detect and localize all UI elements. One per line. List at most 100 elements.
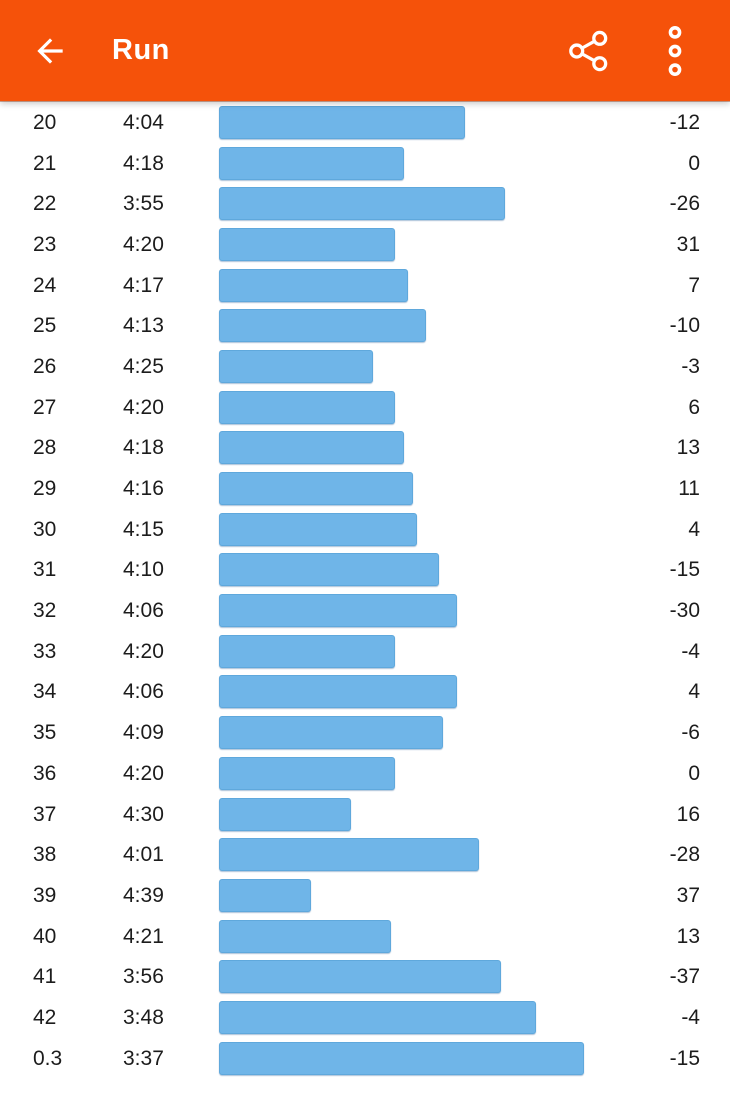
split-distance: 30: [33, 517, 57, 541]
split-elevation: -28: [669, 843, 700, 867]
table-row[interactable]: 41 3:56 -37: [0, 956, 730, 998]
pace-bar: [219, 756, 395, 790]
pace-bar-track: [219, 919, 590, 953]
pace-bar: [219, 349, 373, 383]
pace-bar: [219, 227, 395, 261]
split-elevation: -30: [669, 599, 700, 623]
table-row[interactable]: 25 4:13 -10: [0, 305, 730, 347]
split-pace: 4:13: [123, 314, 164, 338]
pace-bar-track: [219, 390, 590, 424]
table-row[interactable]: 31 4:10 -15: [0, 549, 730, 591]
split-pace: 4:20: [123, 232, 164, 256]
pace-bar-track: [219, 1000, 590, 1034]
pace-bar-track: [219, 309, 590, 343]
pace-bar: [219, 1041, 584, 1075]
pace-bar-track: [219, 553, 590, 587]
pace-bar: [219, 716, 443, 750]
table-row[interactable]: 35 4:09 -6: [0, 712, 730, 753]
split-pace: 4:30: [123, 802, 164, 826]
app-bar-actions: [560, 6, 704, 96]
split-elevation: -15: [669, 558, 700, 582]
pace-bar: [219, 146, 404, 180]
table-row[interactable]: 21 4:18 0: [0, 142, 730, 184]
pace-bar-track: [219, 594, 590, 628]
split-pace: 4:25: [123, 354, 164, 378]
split-elevation: 0: [688, 761, 700, 785]
split-distance: 22: [33, 192, 57, 216]
split-distance: 40: [33, 924, 57, 948]
table-row[interactable]: 20 4:04 -12: [0, 102, 730, 143]
split-distance: 39: [33, 883, 57, 907]
split-distance: 0.3: [33, 1046, 63, 1070]
split-elevation: -6: [681, 721, 700, 745]
pace-bar: [219, 878, 311, 912]
split-pace: 4:20: [123, 761, 164, 785]
split-pace: 4:10: [123, 558, 164, 582]
pace-bar: [219, 553, 439, 587]
table-row[interactable]: 39 4:39 37: [0, 875, 730, 916]
table-row[interactable]: 33 4:20 -4: [0, 630, 730, 672]
overflow-menu-button[interactable]: [646, 6, 704, 96]
pace-bar: [219, 187, 505, 221]
splits-table: 20 4:04 -12 21 4:18 0 22 3:55 -26 23 4:2…: [0, 101, 730, 1116]
split-elevation: 16: [676, 802, 700, 826]
table-row[interactable]: 24 4:17 7: [0, 264, 730, 306]
table-row[interactable]: 34 4:06 4: [0, 671, 730, 713]
split-pace: 4:04: [123, 110, 164, 134]
split-elevation: 4: [688, 517, 700, 541]
split-distance: 38: [33, 843, 57, 867]
table-row[interactable]: 32 4:06 -30: [0, 590, 730, 631]
table-row[interactable]: 37 4:30 16: [0, 793, 730, 835]
split-elevation: 37: [676, 883, 700, 907]
split-pace: 4:18: [123, 436, 164, 460]
pace-bar: [219, 512, 417, 546]
table-row[interactable]: 26 4:25 -3: [0, 346, 730, 387]
split-distance: 34: [33, 680, 57, 704]
table-row[interactable]: 40 4:21 13: [0, 915, 730, 957]
pace-bar: [219, 675, 457, 709]
split-elevation: -3: [681, 354, 700, 378]
back-button[interactable]: [12, 0, 88, 101]
split-elevation: 7: [688, 273, 700, 297]
split-distance: 25: [33, 314, 57, 338]
pace-bar: [219, 105, 465, 139]
pace-bar-track: [219, 268, 590, 302]
split-distance: 29: [33, 477, 57, 501]
arrow-left-icon: [37, 37, 63, 64]
split-distance: 20: [33, 110, 57, 134]
table-row[interactable]: 0.3 3:37 -15: [0, 1037, 730, 1079]
table-row[interactable]: 30 4:15 4: [0, 508, 730, 550]
split-distance: 24: [33, 273, 57, 297]
pace-bar-track: [219, 878, 590, 912]
split-elevation: 13: [676, 924, 700, 948]
table-row[interactable]: 22 3:55 -26: [0, 183, 730, 225]
table-row[interactable]: 27 4:20 6: [0, 386, 730, 428]
split-elevation: 6: [688, 395, 700, 419]
pace-bar-track: [219, 960, 590, 994]
share-button[interactable]: [560, 6, 618, 96]
table-row[interactable]: 42 3:48 -4: [0, 997, 730, 1038]
share-icon: [569, 30, 608, 71]
pace-bar: [219, 797, 351, 831]
table-row[interactable]: 28 4:18 13: [0, 427, 730, 469]
pace-bar-track: [219, 716, 590, 750]
split-pace: 4:15: [123, 517, 164, 541]
pace-bar: [219, 1000, 536, 1034]
pace-bar: [219, 390, 395, 424]
pace-bar-track: [219, 634, 590, 668]
split-elevation: 11: [678, 477, 700, 501]
split-pace: 4:06: [123, 680, 164, 704]
table-row[interactable]: 36 4:20 0: [0, 753, 730, 794]
table-row[interactable]: 38 4:01 -28: [0, 834, 730, 876]
table-row[interactable]: 29 4:16 11: [0, 468, 730, 509]
pace-bar: [219, 268, 408, 302]
split-distance: 36: [33, 761, 57, 785]
split-pace: 4:20: [123, 639, 164, 663]
split-pace: 3:48: [123, 1005, 164, 1029]
pace-bar: [219, 838, 479, 872]
table-row[interactable]: 23 4:20 31: [0, 224, 730, 265]
split-elevation: 13: [676, 436, 700, 460]
pace-bar: [219, 960, 501, 994]
split-distance: 42: [33, 1005, 57, 1029]
